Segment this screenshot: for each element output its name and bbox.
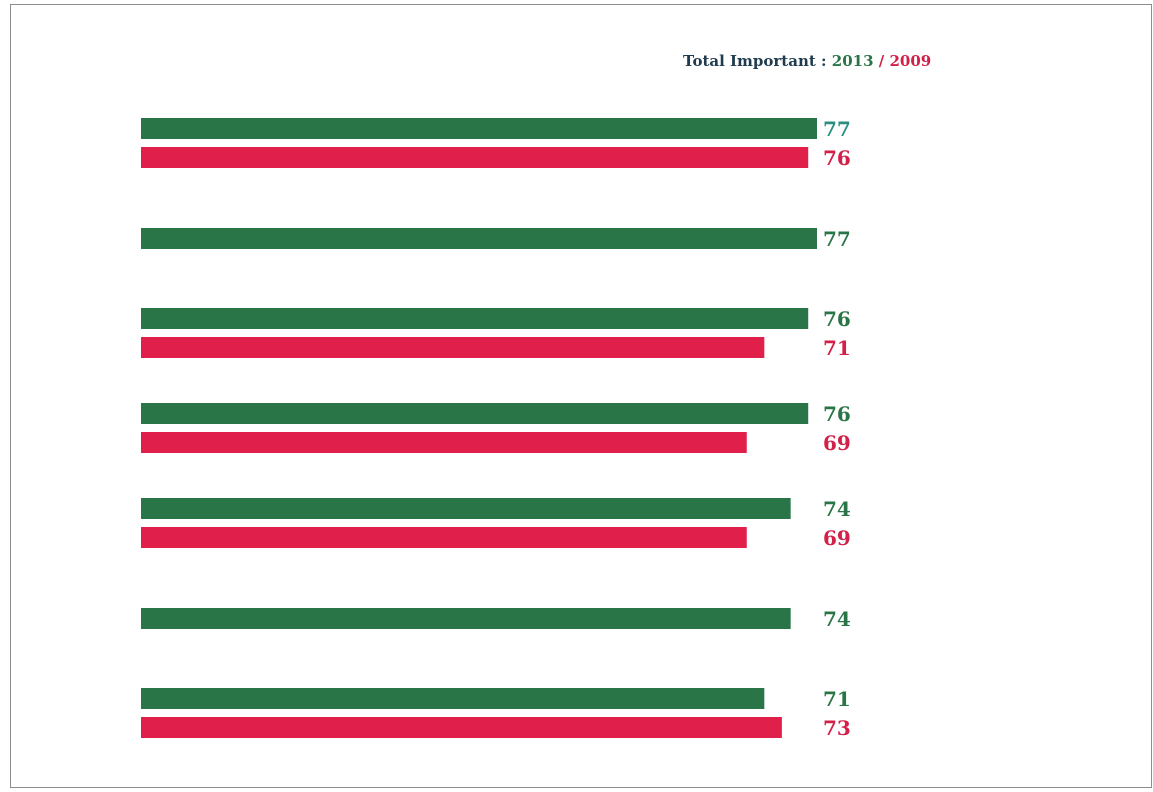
bar-2013 bbox=[141, 308, 809, 329]
bar-2013 bbox=[141, 608, 791, 629]
bar-2009 bbox=[141, 527, 747, 548]
bar-2009 bbox=[141, 432, 747, 453]
value-label-2009: 76 bbox=[823, 146, 851, 170]
legend-title: Total Important : bbox=[683, 52, 827, 70]
bar-2009 bbox=[141, 717, 782, 738]
value-label-2009: 71 bbox=[823, 336, 851, 360]
value-label-2009: 69 bbox=[823, 526, 851, 550]
bar-2009 bbox=[141, 337, 765, 358]
bar-2013 bbox=[141, 403, 809, 424]
bar-2013 bbox=[141, 118, 817, 139]
value-label-2009: 73 bbox=[823, 716, 851, 740]
bar-2013 bbox=[141, 688, 765, 709]
value-label-2013: 77 bbox=[823, 117, 851, 141]
legend-2009: 2009 bbox=[889, 52, 932, 70]
legend-2013: 2013 bbox=[831, 52, 874, 70]
value-label-2009: 69 bbox=[823, 431, 851, 455]
bar-2013 bbox=[141, 228, 817, 249]
chart-legend: Total Important : 2013 / 2009 bbox=[683, 52, 931, 70]
bar-2009 bbox=[141, 147, 809, 168]
bar-2013 bbox=[141, 498, 791, 519]
value-label-2013: 74 bbox=[823, 607, 851, 631]
value-label-2013: 74 bbox=[823, 497, 851, 521]
value-label-2013: 76 bbox=[823, 402, 851, 426]
legend-separator: / bbox=[878, 52, 885, 70]
value-label-2013: 76 bbox=[823, 307, 851, 331]
value-label-2013: 77 bbox=[823, 227, 851, 251]
value-label-2013: 71 bbox=[823, 687, 851, 711]
